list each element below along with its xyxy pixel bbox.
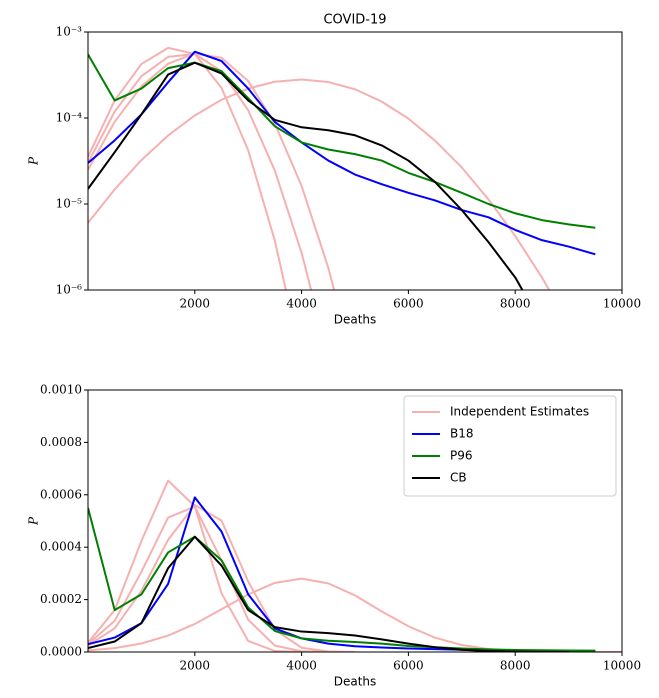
x-axis-label: Deaths xyxy=(334,313,377,327)
x-tick-label: 6000 xyxy=(393,659,424,673)
y-tick-label: 10⁻⁴ xyxy=(56,111,83,125)
axes-frame xyxy=(87,31,623,291)
x-tick-label: 8000 xyxy=(500,297,531,311)
x-tick-label: 4000 xyxy=(286,297,317,311)
series-line xyxy=(88,46,287,290)
y-tick-label: 0.0000 xyxy=(40,645,82,659)
series-line xyxy=(88,504,356,652)
legend-label: B18 xyxy=(450,427,474,441)
x-tick-label: 4000 xyxy=(286,659,317,673)
plot-area xyxy=(88,479,622,652)
x-tick-label: 2000 xyxy=(180,659,211,673)
legend-label: P96 xyxy=(450,449,473,463)
y-tick-label: 0.0006 xyxy=(40,487,82,501)
y-tick-label: 0.0002 xyxy=(40,592,82,606)
y-axis-label: P xyxy=(27,516,41,526)
x-tick-label: 6000 xyxy=(393,297,424,311)
series-line xyxy=(88,52,336,290)
y-tick-label: 10⁻⁵ xyxy=(56,197,83,211)
x-tick-label: 10000 xyxy=(603,659,641,673)
legend-label: Independent Estimates xyxy=(450,405,589,419)
series-line xyxy=(88,61,524,290)
y-tick-label: 0.0010 xyxy=(40,383,82,397)
series-line xyxy=(88,53,596,229)
series-line xyxy=(88,535,569,652)
x-tick-label: 10000 xyxy=(603,297,641,311)
y-tick-label: 10⁻³ xyxy=(56,25,83,39)
y-axis-label: P xyxy=(27,156,41,166)
series-line xyxy=(88,50,596,256)
x-tick-label: 8000 xyxy=(500,659,531,673)
series-line xyxy=(88,577,622,652)
y-tick-label: 10⁻⁶ xyxy=(56,283,83,297)
plot-area xyxy=(88,46,596,290)
legend-label: CB xyxy=(450,471,467,485)
x-axis-label: Deaths xyxy=(334,675,377,689)
y-tick-label: 0.0004 xyxy=(40,540,82,554)
series-line xyxy=(88,507,596,652)
series-line xyxy=(88,52,313,290)
axes-frame xyxy=(87,389,623,653)
chart-title: COVID-19 xyxy=(323,13,386,28)
y-tick-label: 0.0008 xyxy=(40,435,82,449)
x-tick-label: 2000 xyxy=(180,297,211,311)
series-line xyxy=(88,479,329,652)
legend-box xyxy=(403,395,617,497)
series-line xyxy=(88,78,551,290)
